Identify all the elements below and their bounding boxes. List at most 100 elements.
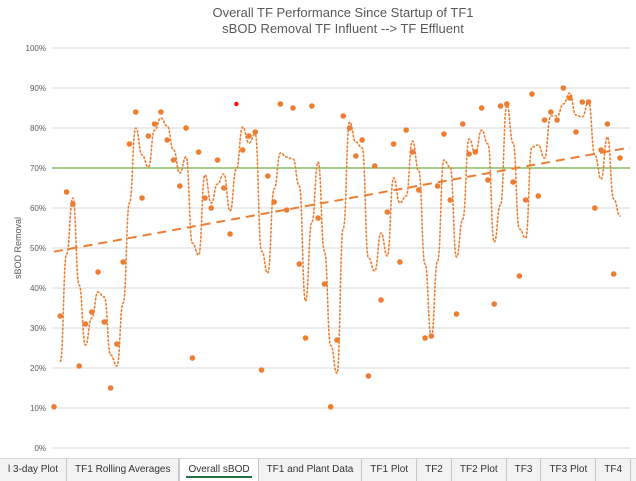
data-point <box>51 404 57 410</box>
data-point <box>227 231 233 237</box>
sheet-tab[interactable]: TF2 <box>417 459 452 481</box>
data-point <box>365 373 372 379</box>
sheet-tab-bar: l 3-day Plot TF1 Rolling Averages Overall … <box>0 458 636 481</box>
y-axis-label: sBOD Removal <box>13 217 23 279</box>
data-point <box>459 121 466 127</box>
data-point <box>202 195 208 201</box>
data-point <box>145 133 152 139</box>
highlighted-data-point <box>234 101 239 107</box>
data-point <box>70 201 76 207</box>
data-point <box>170 157 177 163</box>
sheet-tab[interactable]: TF1 and Plant Data <box>259 459 363 481</box>
data-point <box>315 215 321 221</box>
y-tick-label: 20% <box>30 364 46 373</box>
data-point <box>604 121 611 127</box>
data-point <box>504 101 510 107</box>
data-point <box>101 319 108 325</box>
sheet-tab[interactable]: TF1 Rolling Averages <box>67 459 180 481</box>
data-point <box>340 113 347 119</box>
data-point <box>214 157 221 163</box>
data-point <box>598 147 604 153</box>
linear-trendline <box>53 146 631 253</box>
data-point <box>378 297 384 303</box>
data-point <box>371 163 378 169</box>
data-point <box>610 271 617 277</box>
data-point <box>139 195 145 201</box>
data-point <box>466 151 472 157</box>
data-point <box>491 301 498 307</box>
sheet-tab[interactable]: TF1 Plot <box>362 459 418 481</box>
data-point <box>321 281 328 287</box>
sheet-tab[interactable]: l 3-day Plot <box>0 459 68 481</box>
data-point <box>390 141 397 147</box>
data-point <box>566 95 573 101</box>
data-point <box>302 335 309 341</box>
data-point <box>290 105 296 111</box>
data-point <box>126 141 133 147</box>
sheet-tab[interactable]: TF2 Plot <box>452 459 507 481</box>
data-point <box>158 109 164 115</box>
data-point <box>535 193 542 199</box>
data-point <box>510 179 516 185</box>
y-tick-label: 80% <box>30 124 46 133</box>
data-point <box>472 149 479 155</box>
data-point <box>522 197 529 203</box>
y-tick-label: 60% <box>30 204 46 213</box>
data-point <box>428 333 435 339</box>
y-tick-label: 100% <box>26 44 46 53</box>
sheet-tab[interactable]: Overall sBOD <box>179 459 259 481</box>
data-point <box>541 117 548 123</box>
data-point <box>434 183 441 189</box>
data-point <box>548 109 554 115</box>
data-point <box>579 99 586 105</box>
data-point <box>560 85 567 91</box>
data-point <box>453 311 460 317</box>
data-point <box>485 177 491 183</box>
data-point <box>478 105 485 111</box>
data-point <box>76 363 82 369</box>
data-point <box>107 385 114 391</box>
data-point <box>346 125 353 131</box>
data-point <box>384 209 391 215</box>
data-point <box>334 337 340 343</box>
data-point <box>239 147 246 153</box>
data-point <box>258 367 265 373</box>
sheet-tab[interactable]: TF4 <box>596 459 632 481</box>
data-point <box>397 259 403 265</box>
data-point <box>132 109 139 115</box>
data-point <box>403 127 409 133</box>
data-point <box>592 205 598 211</box>
data-point <box>516 273 523 279</box>
data-point <box>164 137 170 143</box>
data-point <box>183 125 189 131</box>
data-point <box>176 183 183 189</box>
data-point <box>296 261 303 267</box>
chart: Overall TF Performance Since Startup of … <box>13 5 631 453</box>
data-point <box>252 129 259 135</box>
data-point <box>617 155 623 161</box>
data-point <box>82 321 89 327</box>
y-tick-label: 90% <box>30 84 46 93</box>
y-tick-label: 30% <box>30 324 46 333</box>
data-point <box>309 103 315 109</box>
data-point <box>114 341 120 347</box>
more-sheets-button[interactable]: ··· <box>631 465 636 476</box>
data-point <box>88 309 95 315</box>
data-point <box>95 269 101 275</box>
sheet-tab[interactable]: TF3 Plot <box>541 459 597 481</box>
data-point <box>447 197 454 203</box>
data-point <box>415 187 422 193</box>
data-point <box>359 137 365 143</box>
data-point <box>265 173 271 179</box>
data-point <box>246 133 252 139</box>
chart-title-line1: Overall TF Performance Since Startup of … <box>212 5 473 20</box>
data-point <box>189 355 196 361</box>
data-point <box>585 99 592 105</box>
data-point <box>422 335 428 341</box>
sheet-tab[interactable]: TF3 <box>507 459 542 481</box>
data-point <box>497 103 504 109</box>
data-point <box>208 205 215 211</box>
moving-average-line <box>59 92 621 375</box>
data-point <box>271 199 277 205</box>
y-tick-label: 70% <box>30 164 46 173</box>
